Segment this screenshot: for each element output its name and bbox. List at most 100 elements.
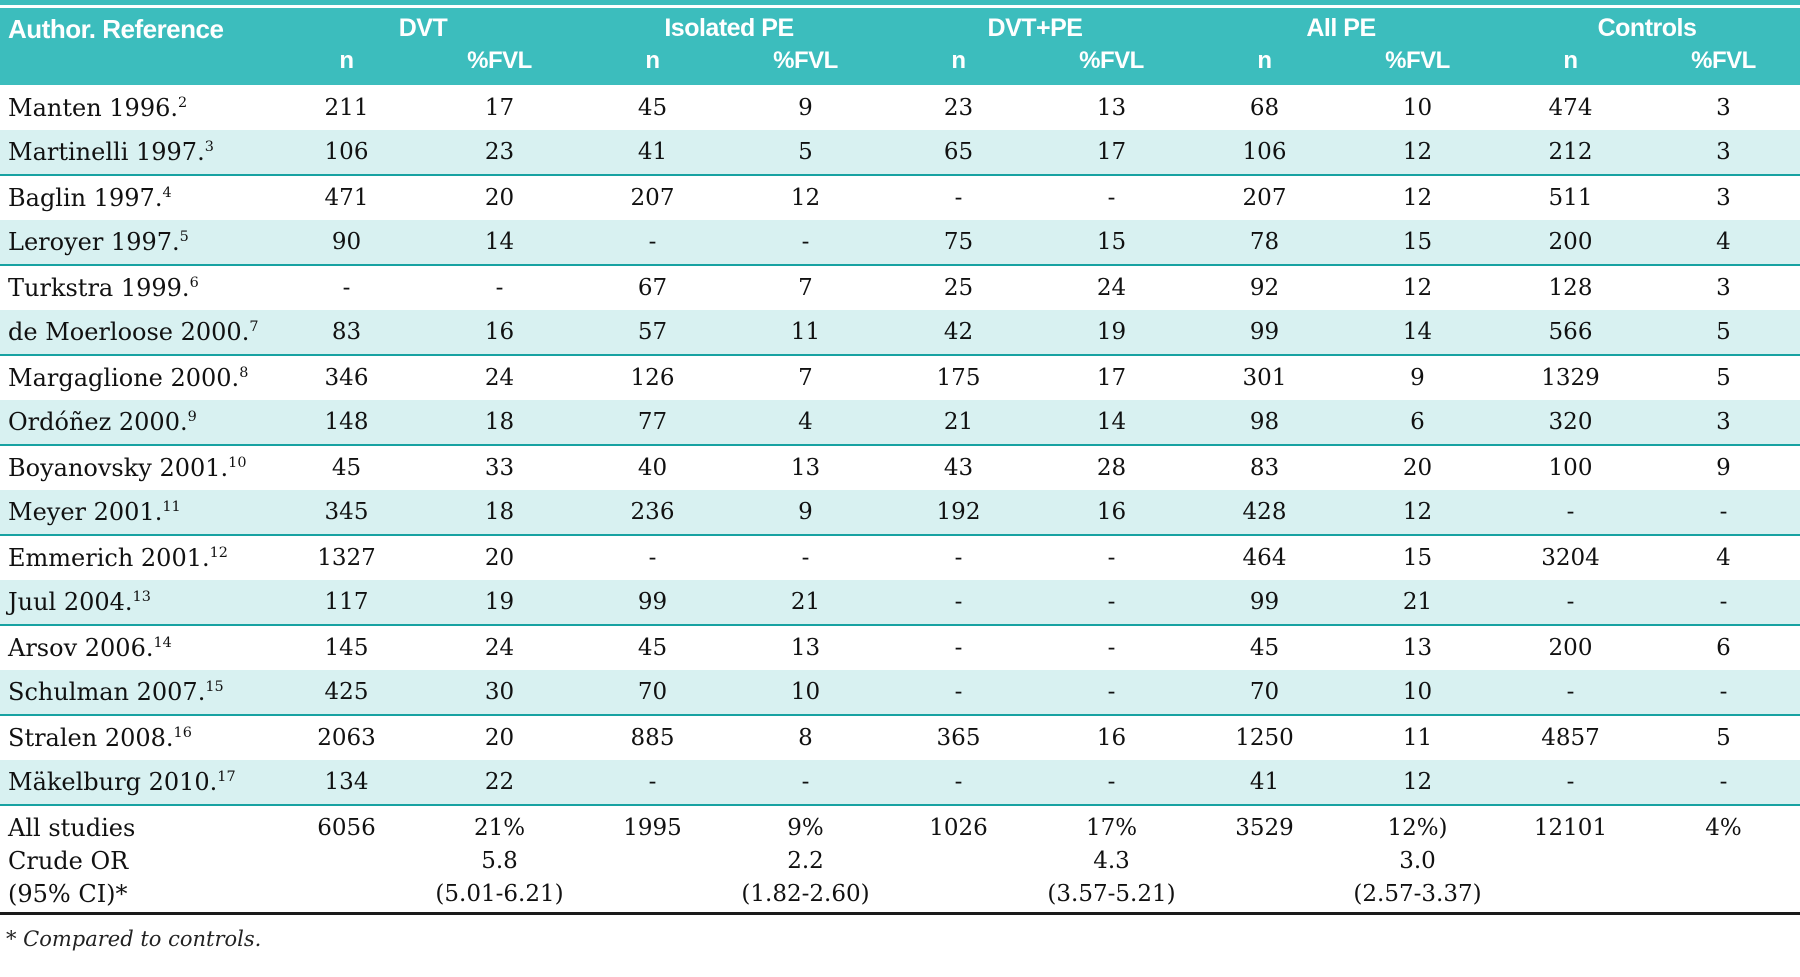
value-cell: 67 — [637, 275, 668, 301]
value-cell: 92 — [1249, 275, 1280, 301]
value-cell: 301 — [1242, 365, 1287, 391]
value-cell: 365 — [936, 725, 981, 751]
value-cell: 20 — [1402, 455, 1433, 481]
table-row: Emmerich 2001.12 1327 20 - - - - 464 15 3204 4 — [0, 535, 1800, 580]
value-cell: 192 — [882, 490, 1035, 536]
value-cell: 9 — [798, 94, 813, 121]
summary-value-line: 1995 — [623, 815, 682, 841]
summary-value-cell: 9% 2.2 (1.82-2.60) — [729, 805, 882, 915]
table-row: Mäkelburg 2010.17 134 22- - - -41 12- - — [0, 760, 1800, 806]
table-row: Meyer 2001.11 345 18 236 9 192 16 428 12- - — [0, 490, 1800, 536]
reference-number: 14 — [153, 635, 172, 651]
summary-label-cell: All studies Crude OR (95% CI)* — [0, 805, 270, 915]
summary-label-line: Crude OR — [8, 847, 129, 875]
author-reference-cell: Juul 2004.13 — [0, 580, 270, 626]
reference-number: 16 — [173, 725, 192, 741]
value-cell: 99 — [576, 580, 729, 626]
value-cell: - — [729, 220, 882, 266]
value-cell: - — [882, 670, 1035, 716]
summary-value-cell: 3529 — [1188, 805, 1341, 915]
value-cell: 24 — [484, 365, 515, 391]
value-cell: 471 — [324, 185, 369, 211]
author-reference-cell: Mäkelburg 2010.17 — [0, 760, 270, 806]
value-cell: 885 — [630, 725, 675, 751]
value-cell: 78 — [1188, 220, 1341, 266]
value-cell: 19 — [423, 580, 576, 626]
value-cell: 65 — [882, 130, 1035, 176]
value-cell: - — [1035, 580, 1188, 626]
value-cell: 200 — [1548, 635, 1593, 661]
author-reference-cell: Manten 1996.2 — [8, 93, 188, 122]
value-cell: 21 — [729, 580, 882, 626]
subheader-fvl: %FVL — [423, 46, 576, 85]
summary-value-cell: 4% — [1647, 805, 1800, 915]
author-reference-cell: Martinelli 1997.3 — [0, 130, 270, 176]
value-cell: 4 — [1647, 220, 1800, 266]
value-cell: 14 — [1035, 400, 1188, 446]
table-row: Stralen 2008.16 2063 20 885 8 365 16 1250 11 4857… — [0, 715, 1800, 760]
value-cell: - — [576, 220, 729, 266]
value-cell: - — [1647, 670, 1800, 716]
subheader-fvl: %FVL — [1647, 46, 1800, 85]
summary-value-cell: 1026 — [882, 805, 1035, 915]
value-cell: 70 — [1188, 670, 1341, 716]
value-cell: 10 — [1341, 670, 1494, 716]
summary-value-line: 5.8 — [481, 848, 518, 874]
summary-value-cell: 1995 — [576, 805, 729, 915]
value-cell: 12 — [1402, 275, 1433, 301]
reference-number: 15 — [205, 679, 224, 695]
table-row: de Moerloose 2000.7 83 16 57 11 42 19 99 14 566 5 — [0, 310, 1800, 356]
value-cell: 16 — [1035, 490, 1188, 536]
table-row: Arsov 2006.14 145 24 45 13 - - 45 13 200 6 — [0, 625, 1800, 670]
value-cell: 18 — [423, 400, 576, 446]
value-cell: - — [882, 580, 1035, 626]
summary-value-cell: 21% 5.8 (5.01-6.21) — [423, 805, 576, 915]
value-cell: 20 — [484, 725, 515, 751]
value-cell: - — [1107, 635, 1116, 661]
value-cell: 1250 — [1235, 725, 1294, 751]
author-reference-cell: Schulman 2007.15 — [0, 670, 270, 716]
value-cell: 7 — [798, 275, 813, 301]
table-row: Turkstra 1999.6 - - 67 7 25 24 92 12 128 3 — [0, 265, 1800, 310]
reference-number: 3 — [204, 139, 214, 155]
summary-label-line: All studies — [8, 814, 136, 842]
value-cell: 4 — [1716, 545, 1731, 571]
value-cell: 128 — [1548, 275, 1593, 301]
value-cell: 45 — [331, 455, 362, 481]
value-cell: 464 — [1242, 545, 1287, 571]
summary-value-line: 3529 — [1235, 815, 1294, 841]
value-cell: 7 — [798, 365, 813, 391]
author-reference-cell: Emmerich 2001.12 — [8, 544, 228, 572]
summary-value-line: (3.57-5.21) — [1047, 881, 1176, 907]
value-cell: 57 — [576, 310, 729, 356]
value-cell: 3204 — [1541, 545, 1600, 571]
summary-value-line: (5.01-6.21) — [435, 881, 564, 907]
value-cell: - — [1035, 760, 1188, 806]
value-cell: - — [729, 760, 882, 806]
value-cell: 15 — [1341, 220, 1494, 266]
reference-number: 4 — [162, 185, 172, 201]
summary-value-line: 12101 — [1533, 815, 1608, 841]
group-header-all-pe: All PE — [1188, 8, 1494, 46]
value-cell: 24 — [1096, 275, 1127, 301]
value-cell: 6 — [1716, 635, 1731, 661]
value-cell: - — [1035, 670, 1188, 716]
author-reference-cell: Boyanovsky 2001.10 — [8, 454, 247, 482]
table-footnote: * Compared to controls. — [6, 927, 262, 951]
value-cell: - — [1107, 545, 1116, 571]
value-cell: 3 — [1647, 130, 1800, 176]
table-row: Ordóñez 2000.9 148 18 77 4 21 14 98 6 320 3 — [0, 400, 1800, 446]
reference-number: 8 — [239, 365, 249, 381]
summary-value-line: 4.3 — [1093, 848, 1130, 874]
table-header: Author. Reference DVT Isolated PE DVT+PE… — [0, 8, 1800, 85]
value-cell: 75 — [882, 220, 1035, 266]
value-cell: 12 — [1402, 185, 1433, 211]
reference-number: 12 — [209, 545, 228, 561]
value-cell: 40 — [637, 455, 668, 481]
reference-number: 11 — [162, 499, 181, 515]
top-rule — [0, 0, 1800, 5]
value-cell: 3 — [1716, 94, 1731, 121]
value-cell: 12 — [1341, 490, 1494, 536]
value-cell: 17 — [1035, 130, 1188, 176]
summary-value-line: 3.0 — [1399, 848, 1436, 874]
